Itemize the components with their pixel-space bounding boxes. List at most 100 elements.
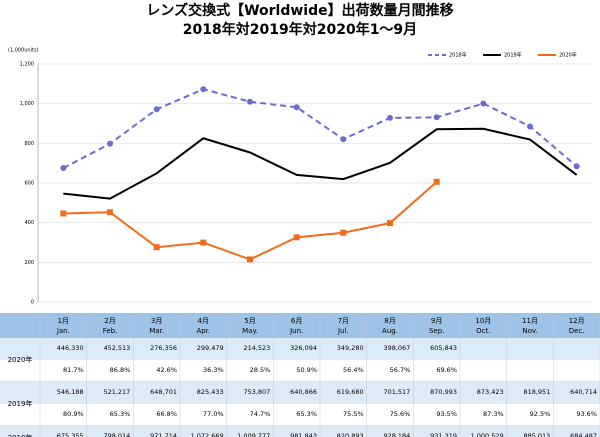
table-header: 7月 xyxy=(338,317,349,325)
table-cell: 80.9% xyxy=(63,410,84,418)
point xyxy=(293,104,300,111)
chart-subtitle: 2018年対2019年対2020年1～9月 xyxy=(183,21,417,38)
y-tick-label: 1,200 xyxy=(20,62,34,68)
point xyxy=(480,100,487,107)
table-row-bg xyxy=(0,382,600,404)
point xyxy=(433,178,440,185)
table-cell: 93.5% xyxy=(436,410,457,418)
table-cell: 825,433 xyxy=(197,388,224,396)
point xyxy=(573,163,580,170)
table-header: Oct. xyxy=(476,327,490,335)
table-header: Dec. xyxy=(569,327,585,335)
point xyxy=(200,86,207,93)
table-cell: 299,479 xyxy=(197,344,224,352)
table-cell: 56.7% xyxy=(390,366,411,374)
point xyxy=(387,220,393,227)
table-cell: 398,067 xyxy=(383,344,410,352)
table-cell: 675,355 xyxy=(57,432,84,437)
table-header-bg xyxy=(0,313,600,338)
y-tick-label: 800 xyxy=(24,141,34,147)
table-cell: 521,217 xyxy=(103,388,130,396)
table-header: Feb. xyxy=(103,327,118,335)
table-cell: 66.8% xyxy=(156,410,177,418)
point xyxy=(340,229,347,236)
table-header: 2月 xyxy=(104,317,115,325)
table-cell: 648,701 xyxy=(150,388,177,396)
table-cell: 75.6% xyxy=(390,410,411,418)
table-header: 9月 xyxy=(431,317,442,325)
series-line xyxy=(63,127,578,200)
table-cell: 214,523 xyxy=(243,344,270,352)
table-cell: 28.5% xyxy=(250,366,271,374)
table-header: May. xyxy=(242,327,258,335)
table-cell: 81.7% xyxy=(63,366,84,374)
table-cell: 931,319 xyxy=(430,432,457,437)
table-cell: 798,014 xyxy=(103,432,130,437)
table-cell: 640,866 xyxy=(290,388,317,396)
table-cell: 326,094 xyxy=(290,344,317,352)
table-header: Mar. xyxy=(149,327,164,335)
point xyxy=(107,209,113,216)
table-cell: 701,517 xyxy=(383,388,410,396)
table-cell: 92.5% xyxy=(530,410,551,418)
table-header: Nov. xyxy=(522,327,537,335)
table-cell: 93.6% xyxy=(576,410,597,418)
table-header: Jan. xyxy=(56,327,70,335)
table-cell: 50.9% xyxy=(296,366,317,374)
table-header: 11月 xyxy=(522,317,538,325)
row-label: 2019年 xyxy=(8,399,33,408)
table-header: 4月 xyxy=(198,317,209,325)
row-label: 2020年 xyxy=(8,355,33,364)
table-cell: 65.3% xyxy=(296,410,317,418)
table-cell: 86.8% xyxy=(110,366,131,374)
chart-title: レンズ交換式【Worldwide】出荷数量月間推移 xyxy=(146,2,453,19)
table-cell: 452,513 xyxy=(103,344,130,352)
point xyxy=(153,106,160,113)
table-cell: 69.6% xyxy=(436,366,457,374)
table-cell: 74.7% xyxy=(250,410,271,418)
table-header: 8月 xyxy=(384,317,395,325)
table-cell: 276,356 xyxy=(150,344,177,352)
table-cell: 1,072,669 xyxy=(191,432,224,437)
legend-label: 2020年 xyxy=(559,52,577,59)
table-cell: 818,951 xyxy=(523,388,550,396)
table-cell: 546,188 xyxy=(57,388,84,396)
table-header: 3月 xyxy=(151,317,162,325)
row-label: 2018年 xyxy=(8,433,33,437)
table-cell: 684,487 xyxy=(570,432,597,437)
table-cell: 349,280 xyxy=(337,344,364,352)
table-cell: 605,843 xyxy=(430,344,457,352)
point xyxy=(247,98,253,105)
point xyxy=(153,244,160,251)
table-cell: 1,000,529 xyxy=(471,432,504,437)
point xyxy=(60,210,67,217)
table-row-bg xyxy=(0,404,600,426)
point xyxy=(107,140,113,147)
table-header: 5月 xyxy=(244,317,255,325)
table-header: 10月 xyxy=(475,317,491,325)
legend-label: 2018年 xyxy=(449,52,467,59)
table-cell: 971,714 xyxy=(150,432,177,437)
point xyxy=(527,123,533,130)
point xyxy=(293,234,300,241)
table-cell: 870,993 xyxy=(430,388,457,396)
table-cell: 753,807 xyxy=(243,388,270,396)
table-cell: 873,423 xyxy=(477,388,504,396)
y-tick-label: 1,000 xyxy=(20,101,34,107)
table-cell: 1,009,777 xyxy=(237,432,270,437)
table-cell: 446,330 xyxy=(57,344,84,352)
table-cell: 885,013 xyxy=(523,432,550,437)
series-line xyxy=(62,88,578,169)
legend-label: 2019年 xyxy=(504,52,522,59)
table-header: 12月 xyxy=(569,317,585,325)
point xyxy=(387,114,393,121)
table-cell: 981,843 xyxy=(290,432,317,437)
y-axis-label: (1,000units) xyxy=(8,48,39,54)
point xyxy=(200,239,207,246)
y-tick-label: 200 xyxy=(24,260,34,266)
table-cell: 42.6% xyxy=(156,366,177,374)
point xyxy=(433,114,440,121)
table-cell: 820,893 xyxy=(337,432,364,437)
table-header: Aug. xyxy=(382,327,398,335)
table-header: 1月 xyxy=(58,317,69,325)
